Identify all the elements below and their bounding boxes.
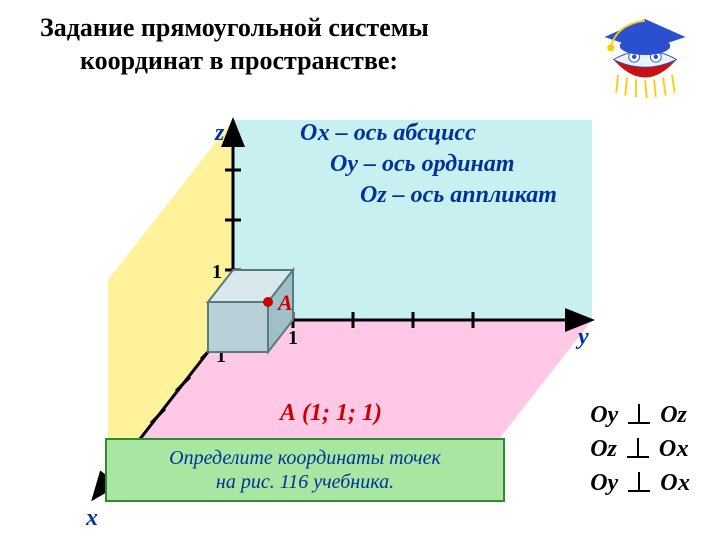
label-oy: Оу – ось ординат <box>300 149 557 180</box>
perp-2-left: Оz <box>590 436 617 463</box>
perp-row-1: Оу Оz <box>590 398 690 432</box>
perp-3-right: Ох <box>660 470 690 497</box>
axis-name-labels: Ох – ось абсцисс Оу – ось ординат Оz – о… <box>300 118 557 212</box>
perp-3-left: Оу <box>590 470 618 497</box>
perpendicular-relations: Оу Оz Оz Ох Оу Ох <box>590 398 690 500</box>
label-oz: Оz – ось аппликат <box>300 180 557 211</box>
axis-label-z: z <box>214 120 225 146</box>
tick-label-y1: 1 <box>288 327 298 349</box>
mascot-icon <box>600 10 690 100</box>
tick-label-z1: 1 <box>212 261 222 283</box>
perp-2-right: Ох <box>659 436 689 463</box>
point-a-coordinates: А (1; 1; 1) <box>280 400 382 427</box>
perp-row-2: Оz Ох <box>590 432 690 466</box>
axis-label-x: x <box>85 505 98 531</box>
perp-icon <box>628 472 650 494</box>
perp-row-3: Оу Ох <box>590 466 690 500</box>
instruction-line-2: на рис. 116 учебника. <box>216 471 394 493</box>
label-ox: Ох – ось абсцисс <box>300 118 557 149</box>
point-a <box>263 297 273 307</box>
perp-1-right: Оz <box>660 402 687 429</box>
instruction-box: Определите координаты точек на рис. 116 … <box>105 438 505 502</box>
instruction-line-1: Определите координаты точек <box>169 447 441 469</box>
title-line-1: Задание прямоугольной системы <box>40 13 429 42</box>
page-title: Задание прямоугольной системы координат … <box>40 12 429 77</box>
perp-1-left: Оу <box>590 402 618 429</box>
axis-label-y: y <box>575 324 589 350</box>
perp-icon <box>627 438 649 460</box>
title-line-2: координат в пространстве: <box>40 46 398 75</box>
perp-icon <box>628 404 650 426</box>
point-a-label: А <box>276 290 293 315</box>
